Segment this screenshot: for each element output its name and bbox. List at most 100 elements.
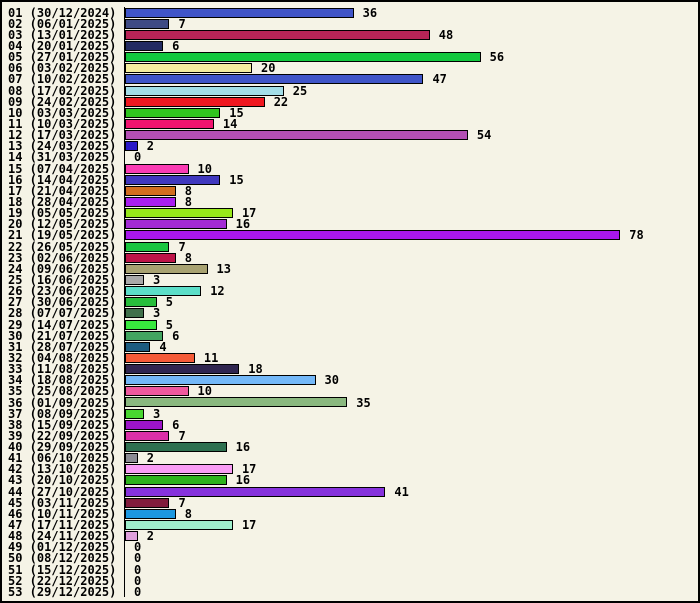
bar-value-label: 8 [184, 183, 193, 198]
bar-value-label: 8 [184, 250, 193, 265]
bar-value-label: 17 [241, 206, 257, 221]
row-label: 17 (21/04/2025) [8, 183, 117, 198]
bar [125, 118, 214, 129]
bar-value-label: 3 [153, 272, 161, 287]
chart-row: 40 (29/09/2025) 16 [2, 440, 698, 455]
bar-area: 36 [124, 5, 698, 20]
bar [125, 141, 138, 152]
bar-area: 35 [124, 397, 698, 409]
bar-area: 13 [124, 263, 698, 275]
row-label: 35 (25/08/2025) [8, 384, 117, 399]
bar [125, 520, 233, 531]
bar-value-label: 47 [432, 72, 447, 87]
bar [125, 475, 227, 486]
bar-area: 47 [124, 72, 698, 87]
bar-area: 16 [124, 218, 698, 230]
chart-row: 39 (22/09/2025) 7 [2, 428, 698, 443]
bar-area: 8 [124, 194, 698, 209]
row-label: 16 (14/04/2025) [8, 172, 117, 187]
row-label: 30 (21/07/2025) [8, 328, 117, 343]
bar-value-label: 2 [146, 139, 154, 154]
bar-value-label: 8 [184, 194, 193, 209]
bar [125, 185, 176, 196]
bar-value-label: 8 [184, 506, 193, 521]
row-label: 03 (13/01/2025) [8, 27, 117, 42]
bar [125, 274, 145, 285]
bar-value-label: 0 [134, 551, 142, 566]
bar-area: 14 [124, 118, 698, 130]
row-label: 08 (17/02/2025) [8, 83, 117, 98]
bar-value-label: 48 [438, 27, 454, 42]
chart-row: 28 (07/07/2025) 3 [2, 307, 698, 319]
bar-value-label: 4 [159, 339, 167, 354]
bar-value-label: 41 [394, 484, 409, 499]
row-label: 46 (10/11/2025) [8, 506, 117, 521]
row-label: 21 (19/05/2025) [8, 228, 117, 243]
bar [125, 297, 157, 308]
chart-row: 42 (13/10/2025) 17 [2, 462, 698, 477]
bar [125, 219, 227, 230]
bar-area: 12 [124, 285, 698, 297]
row-label: 12 (17/03/2025) [8, 128, 117, 143]
bar-value-label: 78 [629, 228, 644, 243]
bar [125, 453, 138, 464]
bar-value-label: 0 [134, 150, 142, 165]
bar [125, 74, 424, 85]
bar [125, 52, 481, 63]
bar-area: 3 [124, 272, 698, 287]
chart-row: 44 (27/10/2025) 41 [2, 484, 698, 499]
bar [125, 375, 316, 386]
row-label: 24 (09/06/2025) [8, 261, 117, 276]
bar-value-label: 15 [229, 172, 244, 187]
bar-area: 30 [124, 374, 698, 386]
bar-area: 54 [124, 129, 698, 141]
row-label: 42 (13/10/2025) [8, 462, 117, 477]
bar [125, 397, 348, 408]
bar [125, 508, 176, 519]
bar-value-label: 6 [172, 39, 180, 53]
bar-area: 6 [124, 419, 698, 431]
row-label: 23 (02/06/2025) [8, 250, 117, 265]
bar [125, 497, 170, 508]
bar-area: 8 [124, 506, 698, 521]
chart-row: 34 (18/08/2025) 30 [2, 373, 698, 388]
bar-value-label: 15 [229, 105, 244, 120]
row-label: 45 (03/11/2025) [8, 495, 117, 510]
bar-area: 7 [124, 428, 698, 443]
bar-area: 17 [124, 519, 698, 531]
bar-value-label: 2 [146, 529, 154, 544]
bar-value-label: 7 [178, 428, 186, 443]
bar-area: 17 [124, 206, 698, 221]
chart-row: 45 (03/11/2025) 7 [2, 495, 698, 510]
bar [125, 330, 164, 341]
row-label: 34 (18/08/2025) [8, 373, 117, 388]
bar-value-label: 36 [362, 5, 378, 20]
bar [125, 286, 202, 297]
row-label: 15 (07/04/2025) [8, 161, 117, 176]
bar-area: 3 [124, 307, 698, 319]
bar-value-label: 0 [134, 540, 142, 555]
chart-row: 14 (31/03/2025) 0 [2, 150, 698, 165]
bar-area: 25 [124, 85, 698, 97]
chart-row: 08 (17/02/2025) 25 [2, 83, 698, 98]
bar-value-label: 6 [172, 328, 180, 343]
bar-area: 22 [124, 96, 698, 108]
bar-value-label: 16 [235, 473, 251, 488]
bar-value-label: 0 [134, 573, 142, 588]
row-label: 06 (03/02/2025) [8, 61, 117, 76]
bar [125, 196, 176, 207]
row-label: 07 (10/02/2025) [8, 72, 117, 87]
bar [125, 230, 621, 241]
bar-value-label: 16 [235, 440, 251, 455]
row-label: 20 (12/05/2025) [8, 217, 117, 232]
chart-row: 25 (16/06/2025) 3 [2, 272, 698, 287]
bar-area: 0 [124, 540, 698, 555]
bar [125, 419, 164, 430]
row-label: 49 (01/12/2025) [8, 540, 117, 555]
chart-row: 26 (23/06/2025) 12 [2, 285, 698, 297]
bar-value-label: 7 [178, 239, 186, 254]
chart-row: 07 (10/02/2025) 47 [2, 72, 698, 87]
bar [125, 386, 189, 397]
bar-area: 15 [124, 105, 698, 120]
bar-area: 15 [124, 172, 698, 187]
